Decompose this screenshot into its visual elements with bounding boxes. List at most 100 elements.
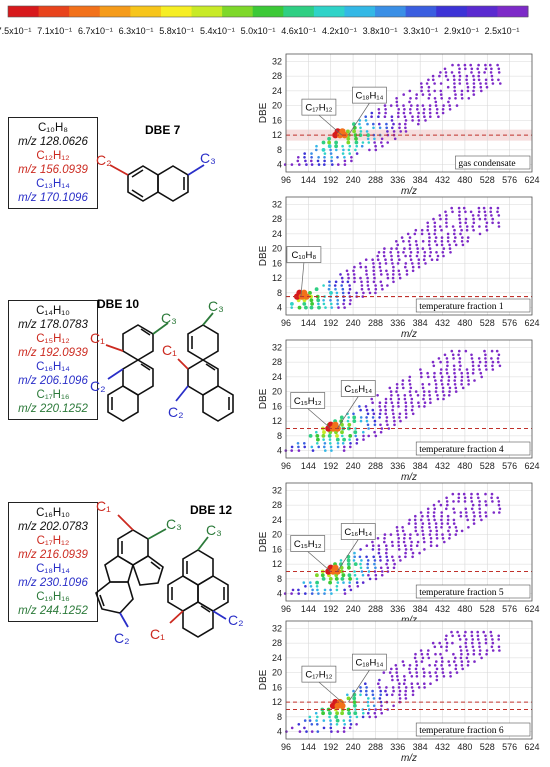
data-point <box>484 214 487 217</box>
data-point <box>435 660 438 663</box>
data-point <box>378 412 382 416</box>
data-point <box>496 210 499 214</box>
dbe-plot-temperature-fraction-6: 96 144 192 240 288 336 384 432 480 528 576 624 4 8 12 1… <box>258 620 540 764</box>
data-point <box>469 63 472 67</box>
data-point <box>346 140 351 145</box>
substituent-label: C₂ <box>96 152 112 168</box>
y-axis-title: DBE <box>258 245 269 266</box>
data-point <box>384 262 388 265</box>
data-point <box>404 122 407 126</box>
data-point <box>489 206 493 210</box>
substituent-label: C₃ <box>161 310 177 326</box>
data-point <box>429 544 433 547</box>
data-point <box>386 566 390 570</box>
data-point <box>384 408 388 412</box>
colorbar-swatch <box>436 6 468 17</box>
data-point <box>396 678 400 682</box>
data-point <box>436 397 440 401</box>
colorbar-swatch <box>497 6 529 17</box>
data-point <box>454 93 457 96</box>
data-point <box>453 383 457 386</box>
data-point <box>297 156 300 159</box>
data-point <box>458 67 461 71</box>
data-point <box>477 357 481 360</box>
data-point <box>374 144 377 148</box>
data-point <box>391 405 395 408</box>
data-point <box>398 126 401 130</box>
data-point <box>392 566 396 570</box>
data-point <box>416 394 420 397</box>
y-tick-label: 32 <box>272 485 282 495</box>
colorbar-tick-label: 4.2x10⁻¹ <box>322 26 357 36</box>
data-point <box>392 704 395 708</box>
data-point <box>365 544 369 547</box>
data-point <box>366 137 370 141</box>
data-point <box>472 74 475 78</box>
data-point <box>415 97 418 100</box>
data-point <box>491 500 494 503</box>
data-point <box>378 555 382 559</box>
data-point <box>334 144 338 149</box>
data-point <box>452 522 456 525</box>
data-point <box>342 437 346 442</box>
data-point <box>366 284 370 287</box>
data-point <box>404 555 407 559</box>
data-point <box>352 415 357 420</box>
data-point <box>362 438 365 441</box>
data-point <box>397 405 400 408</box>
data-point <box>397 111 400 115</box>
data-point <box>428 671 431 674</box>
colorbar-swatch <box>99 6 131 17</box>
dbe-label-10: DBE 10 <box>97 297 140 311</box>
data-point <box>316 298 321 303</box>
data-point <box>477 496 480 500</box>
colorbar-swatch <box>38 6 70 17</box>
data-point <box>473 514 476 518</box>
data-point <box>341 573 346 578</box>
data-point <box>403 533 406 536</box>
data-point <box>392 122 395 126</box>
data-point <box>330 306 333 309</box>
data-point <box>464 645 468 649</box>
data-point <box>368 577 372 581</box>
y-tick-label: 28 <box>272 214 282 224</box>
data-point <box>472 85 476 89</box>
data-point <box>417 258 421 261</box>
data-point <box>401 660 405 663</box>
data-point <box>448 386 452 390</box>
data-point <box>384 689 387 693</box>
data-point <box>383 405 387 408</box>
data-point <box>448 104 451 107</box>
data-point <box>367 427 370 430</box>
data-point <box>442 675 446 678</box>
data-point <box>471 371 475 375</box>
data-point <box>341 280 344 284</box>
data-point <box>402 386 405 390</box>
formula-box-dbe12: C₁₆H₁₀ m/z 202.0783 C₁₇H₁₂ m/z 216.0939 C₁₈H… <box>8 502 98 622</box>
data-point <box>452 518 456 522</box>
data-point <box>408 375 412 379</box>
data-point <box>365 686 368 689</box>
data-point <box>355 715 359 719</box>
callout-leader <box>300 262 305 297</box>
data-point <box>440 645 443 649</box>
data-point <box>285 730 288 733</box>
data-point <box>423 686 426 689</box>
formula-text: C₁₂H₁₂ <box>36 150 70 162</box>
data-point <box>433 82 436 85</box>
data-point <box>426 514 430 518</box>
data-point <box>448 243 451 247</box>
data-point <box>484 353 487 357</box>
data-point <box>385 686 388 689</box>
data-point <box>374 148 378 152</box>
data-point <box>477 206 481 210</box>
data-point <box>353 703 357 708</box>
callout-leader <box>318 681 343 703</box>
data-point <box>421 656 425 660</box>
data-point <box>427 232 431 236</box>
data-point <box>467 379 470 382</box>
data-point <box>380 573 384 577</box>
data-point <box>355 438 359 441</box>
data-point <box>478 368 481 371</box>
data-point <box>421 383 424 386</box>
